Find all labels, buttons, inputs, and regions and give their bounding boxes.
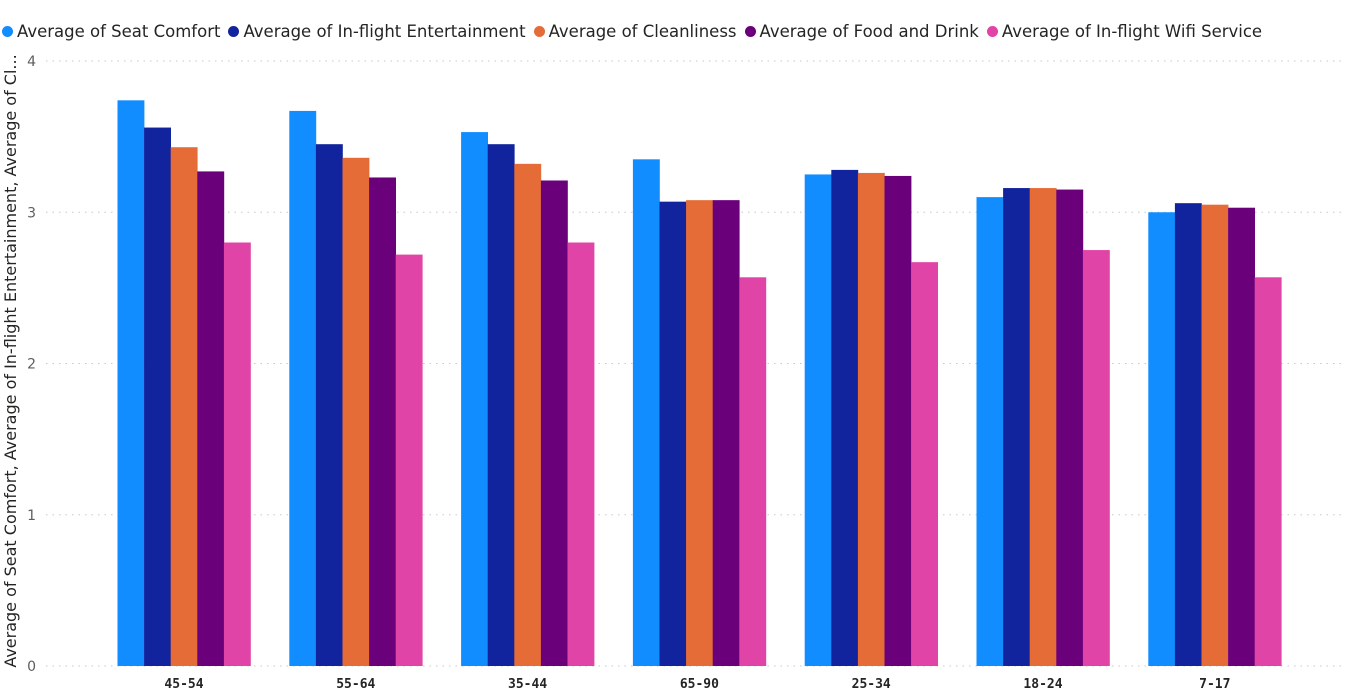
legend: Average of Seat Comfort Average of In-fli… bbox=[2, 19, 1270, 43]
legend-item[interactable]: Average of Food and Drink bbox=[744, 21, 979, 41]
y-axis-ticks: 0 1 2 3 4 bbox=[27, 54, 36, 675]
legend-marker bbox=[744, 25, 756, 37]
x-tick-label: 35-44 bbox=[508, 677, 547, 692]
bar[interactable] bbox=[1228, 207, 1255, 666]
y-tick-label: 4 bbox=[27, 54, 36, 70]
legend-label: Average of Cleanliness bbox=[548, 21, 737, 41]
x-tick-label: 65-90 bbox=[680, 677, 719, 692]
x-tick-label: 18-24 bbox=[1023, 677, 1062, 692]
x-axis-ticks: 45-54 55-64 35-44 65-90 25-34 18-24 7-17 bbox=[164, 677, 1230, 692]
y-axis-label: Average of Seat Comfort, Average of In-f… bbox=[1, 54, 20, 667]
y-tick-label: 2 bbox=[27, 357, 36, 373]
legend-item[interactable]: Average of Seat Comfort bbox=[2, 22, 220, 41]
bar[interactable] bbox=[1201, 204, 1229, 666]
legend-label: Average of Food and Drink bbox=[759, 21, 979, 41]
bar[interactable] bbox=[804, 174, 832, 666]
bar[interactable] bbox=[739, 277, 767, 666]
bar[interactable] bbox=[369, 177, 396, 666]
bar[interactable] bbox=[1003, 188, 1030, 667]
x-tick-label: 55-64 bbox=[336, 677, 375, 692]
bar[interactable] bbox=[567, 242, 595, 667]
bar[interactable] bbox=[315, 144, 343, 666]
y-tick-label: 3 bbox=[27, 205, 36, 221]
legend-item[interactable]: Average of In-flight Wifi Service bbox=[986, 21, 1263, 41]
bar[interactable] bbox=[712, 200, 740, 666]
bar[interactable] bbox=[395, 254, 423, 666]
legend-item[interactable]: Average of Cleanliness bbox=[533, 21, 737, 41]
bar[interactable] bbox=[487, 144, 515, 666]
bar[interactable] bbox=[170, 147, 198, 666]
bar[interactable] bbox=[289, 110, 317, 667]
bar[interactable] bbox=[223, 242, 251, 667]
legend-marker bbox=[986, 25, 998, 37]
y-tick-label: 1 bbox=[27, 508, 36, 524]
bar[interactable] bbox=[659, 201, 687, 666]
bar[interactable] bbox=[1029, 188, 1057, 667]
bar[interactable] bbox=[342, 157, 370, 667]
bar[interactable] bbox=[857, 172, 885, 667]
bar[interactable] bbox=[1148, 212, 1176, 666]
bar[interactable] bbox=[144, 127, 171, 667]
bar[interactable] bbox=[540, 180, 568, 667]
legend-label: Average of In-flight Entertainment bbox=[243, 21, 526, 41]
bar[interactable] bbox=[976, 197, 1004, 666]
x-tick-label: 45-54 bbox=[164, 677, 203, 692]
x-tick-label: 25-34 bbox=[852, 677, 891, 692]
bar[interactable] bbox=[1174, 203, 1202, 667]
bar[interactable] bbox=[831, 169, 859, 666]
x-tick-label: 7-17 bbox=[1199, 677, 1230, 692]
bar[interactable] bbox=[884, 175, 912, 666]
bar[interactable] bbox=[1254, 277, 1282, 666]
legend-marker bbox=[533, 25, 545, 37]
bar[interactable] bbox=[911, 262, 938, 666]
bar[interactable] bbox=[514, 163, 542, 666]
legend-label: Average of Seat Comfort bbox=[17, 21, 221, 41]
bar[interactable] bbox=[461, 132, 488, 666]
bar[interactable] bbox=[1056, 189, 1084, 666]
legend-marker bbox=[2, 25, 13, 37]
bars bbox=[117, 100, 1282, 667]
bar[interactable] bbox=[117, 100, 145, 666]
legend-marker bbox=[228, 25, 240, 37]
legend-label: Average of In-flight Wifi Service bbox=[1001, 21, 1263, 41]
bar[interactable] bbox=[632, 159, 660, 666]
legend-item[interactable]: Average of In-flight Entertainment bbox=[228, 21, 526, 41]
y-tick-label: 0 bbox=[27, 659, 36, 675]
bar[interactable] bbox=[197, 171, 225, 666]
bar[interactable] bbox=[1082, 250, 1110, 666]
bar[interactable] bbox=[686, 200, 713, 666]
